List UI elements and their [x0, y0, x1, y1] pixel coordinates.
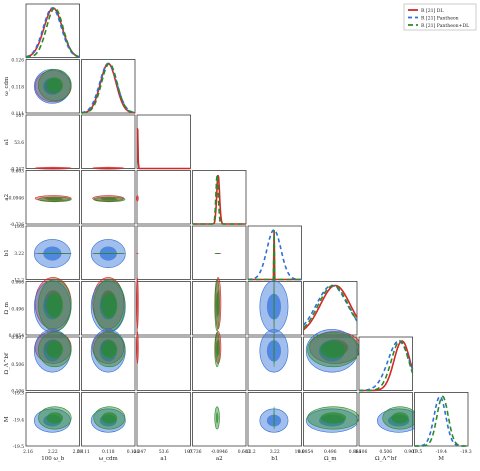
legend-label-2: R [21] Pantheon+DL: [421, 23, 469, 29]
panel-a1-ωcdm: [82, 115, 136, 169]
contour68-Ωm-a2-series-2: [216, 292, 218, 318]
xtick-a1-1: 53.6: [159, 450, 169, 455]
ytick-Ωm-2: 0.866: [11, 281, 24, 286]
legend-label-0: R [21] DL: [421, 8, 444, 14]
contour68-a2-ωcdm-series-2: [101, 198, 117, 200]
xtick-ΩΛbf-0: 0.106: [355, 450, 368, 455]
contour68-M-ωcdm-series-2: [101, 412, 117, 423]
contour68-ΩΛbf-a1-series-0: [137, 339, 138, 355]
panel-M-a1: [137, 393, 191, 447]
ylabel-M: M: [4, 416, 10, 422]
panel-ΩΛbf-a1: [137, 337, 191, 391]
panel-M-M: [415, 393, 469, 447]
xtick-ΩΛbf-1: 0.506: [379, 450, 392, 455]
ytick-M-1: -19.4: [13, 418, 24, 423]
ytick-Ωm-1: 0.496: [11, 307, 24, 312]
contour68-ΩΛbf-100ωb-series-2: [47, 341, 63, 358]
xtick-a1-0: -0.347: [132, 450, 146, 455]
xlabel-M: M: [438, 456, 444, 462]
panel-Ωm-a1: [137, 282, 191, 336]
contour68-M-ΩΛbf-series-2: [391, 412, 408, 423]
contour68-a2-a1-series-0: [137, 197, 138, 200]
xlabel-b1: b1: [271, 456, 278, 462]
contour68-Ωm-100ωb-series-2: [47, 292, 63, 318]
xtick-M-0: -19.5: [411, 450, 422, 455]
contour68-a2-100ωb-series-2: [47, 198, 63, 200]
contour68-M-a2-series-2: [216, 412, 218, 423]
xtick-ωcdm-0: 0.111: [77, 450, 90, 455]
contour68-ωcdm-100ωb-series-2: [47, 77, 63, 93]
panel-a2-a1: [137, 171, 191, 225]
ytick-a2-2: 0.603: [11, 170, 24, 175]
panel-b1-a2: [193, 226, 247, 280]
contour68-a1-ωcdm-series-0: [100, 168, 116, 169]
ylabel-Ωm: Ω_m: [4, 301, 10, 314]
ylabel-b1: b1: [4, 249, 10, 256]
panel-a1-100ωb: [26, 115, 80, 169]
xtick-Ωm-0: 0.0854: [298, 450, 314, 455]
xtick-100ωb-1: 2.22: [48, 450, 58, 455]
contour68-Ωm-ωcdm-series-2: [101, 292, 117, 318]
ytick-b1-1: 3.22: [14, 252, 24, 257]
xlabel-100ωb: 100 ω_b: [41, 456, 64, 462]
ylabel-a2: a2: [4, 194, 10, 201]
ylabel-a1: a1: [4, 138, 10, 145]
ytick-a1-2: 107: [16, 114, 25, 119]
xtick-b1-0: -12.2: [244, 450, 255, 455]
xtick-a2-1: -0.0946: [211, 450, 228, 455]
contour68-M-100ωb-series-2: [47, 412, 63, 423]
xlabel-a1: a1: [160, 456, 167, 462]
xlabel-a2: a2: [216, 456, 223, 462]
contour68-ΩΛbf-ωcdm-series-2: [101, 341, 117, 358]
xlabel-ΩΛbf: Ω_Λ^bf: [375, 455, 397, 462]
ytick-b1-2: 19.6: [14, 225, 24, 230]
xtick-a2-0: -0.736: [187, 450, 201, 455]
contour68-Ωm-a1-series-0: [137, 290, 138, 316]
xtick-ωcdm-1: 0.118: [102, 450, 115, 455]
ytick-ωcdm-1: 0.118: [11, 85, 24, 90]
ytick-ωcdm-2: 0.126: [11, 59, 24, 64]
xtick-b1-1: 3.22: [270, 450, 280, 455]
ytick-ΩΛbf-1: 0.506: [11, 363, 24, 368]
panel-ωcdm-ωcdm: [82, 60, 136, 114]
contour68-ΩΛbf-a2-series-2: [216, 341, 218, 358]
contour68-a1-100ωb-series-0: [44, 168, 62, 169]
contour68-M-Ωm-series-2: [320, 412, 346, 423]
ytick-ΩΛbf-2: 0.907: [11, 336, 24, 341]
xtick-100ωb-0: 2.16: [23, 450, 33, 455]
panel-a1-a1: [137, 115, 191, 169]
ytick-M-2: -19.3: [13, 392, 24, 397]
contour68-ΩΛbf-Ωm-series-2: [320, 341, 346, 358]
xlabel-Ωm: Ω_m: [324, 456, 337, 462]
ylabel-ωcdm: ω_cdm: [4, 76, 10, 96]
ylabel-ΩΛbf: Ω_Λ^bf: [3, 352, 10, 374]
panel-b1-a1: [137, 226, 191, 280]
legend-label-1: R [21] Pantheon: [421, 15, 459, 21]
panel-100ωb-100ωb: [26, 4, 80, 58]
xlabel-ωcdm: ω_cdm: [99, 456, 119, 462]
xtick-M-2: -19.3: [460, 450, 471, 455]
xtick-M-1: -19.4: [436, 450, 447, 455]
ytick-a1-1: 53.6: [14, 141, 24, 146]
xtick-Ωm-1: 0.496: [324, 450, 337, 455]
